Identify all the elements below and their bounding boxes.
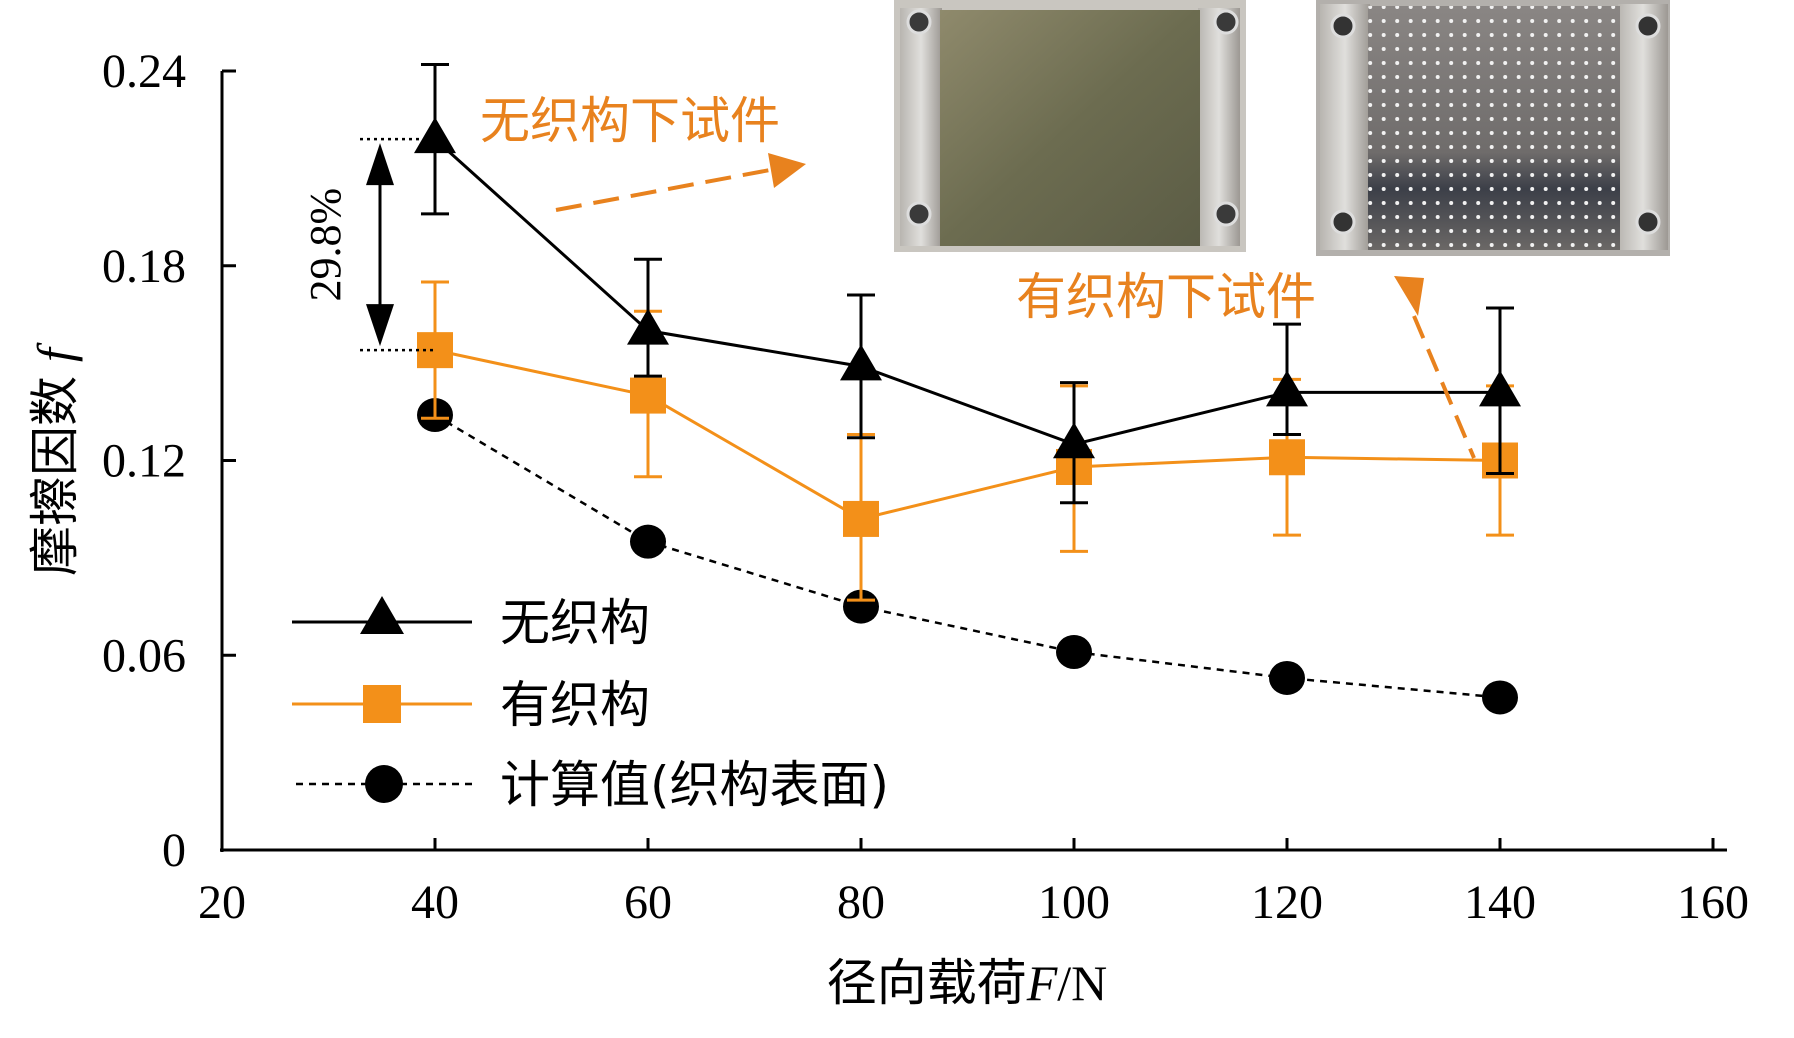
x-tick-label: 20 xyxy=(198,876,246,929)
legend-label-calculated: 计算值(织构表面) xyxy=(500,756,889,814)
y-tick-label: 0.24 xyxy=(102,45,186,98)
series-triangle xyxy=(414,63,1521,505)
y-axis-label: 摩擦因数 xyxy=(26,376,84,576)
legend-circle-marker xyxy=(365,765,403,803)
data-point-circle xyxy=(1269,660,1305,695)
legend: 无织构 有织构 计算值(织构表面) xyxy=(292,594,889,814)
data-point-triangle xyxy=(1053,422,1095,459)
y-tick-label: 0.06 xyxy=(102,629,186,682)
y-axis-variable: f xyxy=(27,342,83,362)
data-point-square xyxy=(417,332,453,369)
data-point-square xyxy=(1269,439,1305,476)
data-point-triangle xyxy=(627,308,669,345)
series-layer xyxy=(414,63,1521,715)
x-tick-label: 100 xyxy=(1038,876,1110,929)
untextured-sample-arrow-line xyxy=(555,168,771,212)
data-point-square xyxy=(630,377,666,414)
difference-annotation: 29.8% xyxy=(301,137,436,352)
legend-item-calculated: 计算值(织构表面) xyxy=(296,756,889,814)
textured-sample-label: 有织构下试件 xyxy=(1016,268,1316,326)
data-point-circle xyxy=(1482,680,1518,715)
difference-label: 29.8% xyxy=(301,188,350,302)
y-tick-label: 0.12 xyxy=(102,435,186,488)
x-axis-title: 径向载荷F/N xyxy=(827,954,1108,1012)
series-square xyxy=(417,280,1518,602)
x-tick-label: 140 xyxy=(1464,876,1536,929)
x-tick-label: 80 xyxy=(837,876,885,929)
y-axis-ticks: 0 0.06 0.12 0.18 0.24 xyxy=(102,45,236,877)
series-line xyxy=(434,413,1501,699)
data-point-triangle xyxy=(414,117,456,154)
x-tick-label: 40 xyxy=(411,876,459,929)
data-point-triangle xyxy=(1479,370,1521,407)
data-point-circle xyxy=(843,589,879,624)
textured-sample-photo xyxy=(1316,0,1670,256)
series-line xyxy=(433,138,1500,446)
difference-arrow-up-head xyxy=(366,143,394,186)
untextured-sample-arrow-head xyxy=(768,153,806,188)
data-point-triangle xyxy=(1266,370,1308,407)
legend-triangle-marker xyxy=(360,596,404,634)
x-axis-variable: F xyxy=(1026,955,1058,1011)
y-tick-label: 0 xyxy=(162,824,186,877)
x-tick-label: 160 xyxy=(1677,876,1749,929)
untextured-sample-photo xyxy=(894,0,1246,252)
y-axis-title: 摩擦因数 f xyxy=(26,342,84,576)
difference-arrow-down-head xyxy=(366,304,394,347)
legend-item-untextured: 无织构 xyxy=(292,594,650,652)
data-point-triangle xyxy=(840,344,882,381)
x-tick-label: 60 xyxy=(624,876,672,929)
data-point-circle xyxy=(1056,635,1092,670)
legend-label-untextured: 无织构 xyxy=(500,594,650,652)
series-line xyxy=(434,348,1501,521)
x-axis-label: 径向载荷 xyxy=(827,954,1027,1012)
data-point-circle xyxy=(630,524,666,559)
untextured-sample-label: 无织构下试件 xyxy=(480,92,780,150)
textured-sample-arrow-line xyxy=(1412,315,1476,459)
x-tick-label: 120 xyxy=(1251,876,1323,929)
y-tick-label: 0.18 xyxy=(102,240,186,293)
series-circle xyxy=(417,398,1518,715)
legend-square-marker xyxy=(363,685,401,723)
x-axis-unit: /N xyxy=(1057,955,1107,1011)
legend-label-textured: 有织构 xyxy=(500,676,650,734)
legend-item-textured: 有织构 xyxy=(292,676,650,734)
x-axis-ticks: 20 40 60 80 100 120 140 160 xyxy=(198,838,1749,929)
textured-sample-arrow-head xyxy=(1394,276,1424,316)
data-point-square xyxy=(843,500,879,537)
